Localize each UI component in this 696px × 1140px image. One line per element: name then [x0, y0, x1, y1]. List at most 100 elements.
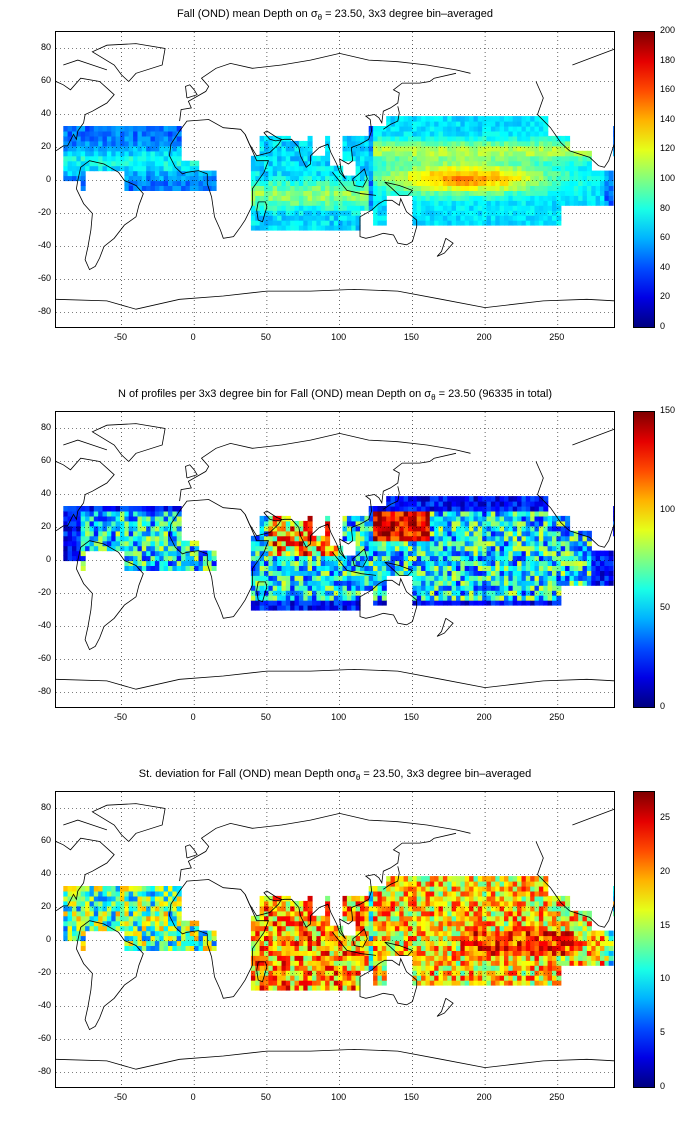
bin-cell	[442, 876, 448, 882]
bin-cell	[473, 175, 479, 182]
coastline	[572, 428, 614, 446]
bin-cell	[338, 965, 344, 971]
bin-cell	[355, 560, 361, 566]
bin-cell	[425, 881, 431, 887]
bin-cell	[477, 575, 483, 581]
bin-cell	[377, 511, 383, 517]
bin-cell	[268, 895, 274, 902]
bin-cell	[294, 215, 300, 221]
bin-cell	[547, 210, 553, 216]
bin-cell	[412, 540, 418, 547]
bin-cell	[560, 165, 566, 172]
bin-cell	[312, 595, 317, 601]
bin-cell	[543, 155, 549, 162]
bin-cell	[504, 175, 509, 182]
bin-cell	[89, 886, 95, 892]
bin-cell	[277, 155, 283, 162]
bin-cell	[316, 185, 322, 191]
bin-cell	[412, 975, 418, 981]
bin-cell	[490, 600, 496, 606]
bin-cell	[76, 131, 82, 137]
bin-cell	[556, 175, 562, 182]
bin-cell	[93, 126, 99, 132]
bin-cell	[189, 940, 195, 946]
bin-cell	[303, 900, 309, 907]
colorbar-tick-label: 50	[660, 602, 671, 613]
bin-cell	[451, 131, 457, 137]
bin-cell	[133, 131, 139, 137]
bin-cell	[534, 170, 540, 177]
bin-cell	[307, 585, 313, 591]
bin-cell	[342, 895, 348, 902]
bin-cell	[154, 540, 160, 547]
bin-cell	[373, 555, 379, 562]
bin-cell	[464, 575, 470, 581]
bin-cell	[272, 980, 278, 986]
bin-cell	[176, 131, 182, 137]
bin-cell	[442, 970, 448, 976]
bin-cell	[298, 590, 304, 596]
bin-cell	[128, 175, 134, 182]
bin-cell	[272, 545, 278, 552]
bin-cell	[211, 555, 217, 562]
bin-cell	[595, 175, 601, 182]
bin-cell	[460, 185, 466, 191]
bin-cell	[272, 175, 278, 182]
bin-cell	[486, 515, 492, 522]
bin-cell	[333, 175, 339, 182]
bin-cell	[442, 905, 448, 912]
bin-cell	[412, 891, 418, 897]
bin-cell	[438, 560, 444, 566]
bin-cell	[63, 555, 69, 562]
bin-cell	[281, 575, 287, 581]
bin-cell	[429, 950, 435, 956]
bin-cell	[272, 225, 278, 231]
bin-cell	[63, 900, 69, 907]
bin-cell	[264, 545, 269, 552]
bin-cell	[373, 570, 379, 576]
bin-cell	[456, 121, 461, 127]
bin-cell	[403, 925, 409, 932]
bin-cell	[495, 520, 501, 527]
bin-cell	[159, 945, 165, 951]
bin-cell	[490, 565, 496, 571]
bin-cell	[425, 185, 431, 191]
bin-cell	[137, 131, 143, 137]
bin-cell	[259, 175, 265, 182]
bin-cell	[93, 540, 99, 547]
bin-cell	[504, 210, 509, 216]
bin-cell	[133, 545, 139, 552]
bin-cell	[565, 580, 571, 586]
bin-cell	[259, 145, 265, 152]
bin-cell	[547, 545, 553, 552]
bin-cell	[504, 165, 509, 172]
bin-cell	[141, 565, 147, 571]
bin-cell	[281, 525, 287, 532]
bin-cell	[556, 570, 562, 576]
bin-cell	[124, 900, 130, 907]
bin-cell	[381, 580, 387, 586]
bin-cell	[438, 170, 444, 177]
bin-cell	[408, 945, 413, 951]
y-tick-label: 80	[40, 421, 51, 432]
bin-cell	[373, 511, 379, 517]
bin-cell	[285, 985, 291, 991]
bin-cell	[534, 145, 540, 152]
bin-cell	[508, 520, 514, 527]
bin-cell	[146, 550, 152, 557]
bin-cell	[320, 175, 326, 182]
bin-cell	[346, 185, 352, 191]
bin-cell	[438, 220, 444, 226]
bin-cell	[547, 160, 553, 167]
bin-cell	[486, 511, 492, 517]
bin-cell	[277, 955, 283, 961]
bin-cell	[329, 180, 335, 186]
bin-cell	[521, 200, 527, 206]
bin-cell	[486, 540, 492, 547]
x-tick-label: 50	[260, 712, 271, 722]
bin-cell	[591, 565, 597, 571]
bin-cell	[447, 595, 453, 601]
bin-cell	[329, 590, 335, 596]
bin-cell	[408, 920, 413, 927]
bin-cell	[72, 525, 77, 532]
